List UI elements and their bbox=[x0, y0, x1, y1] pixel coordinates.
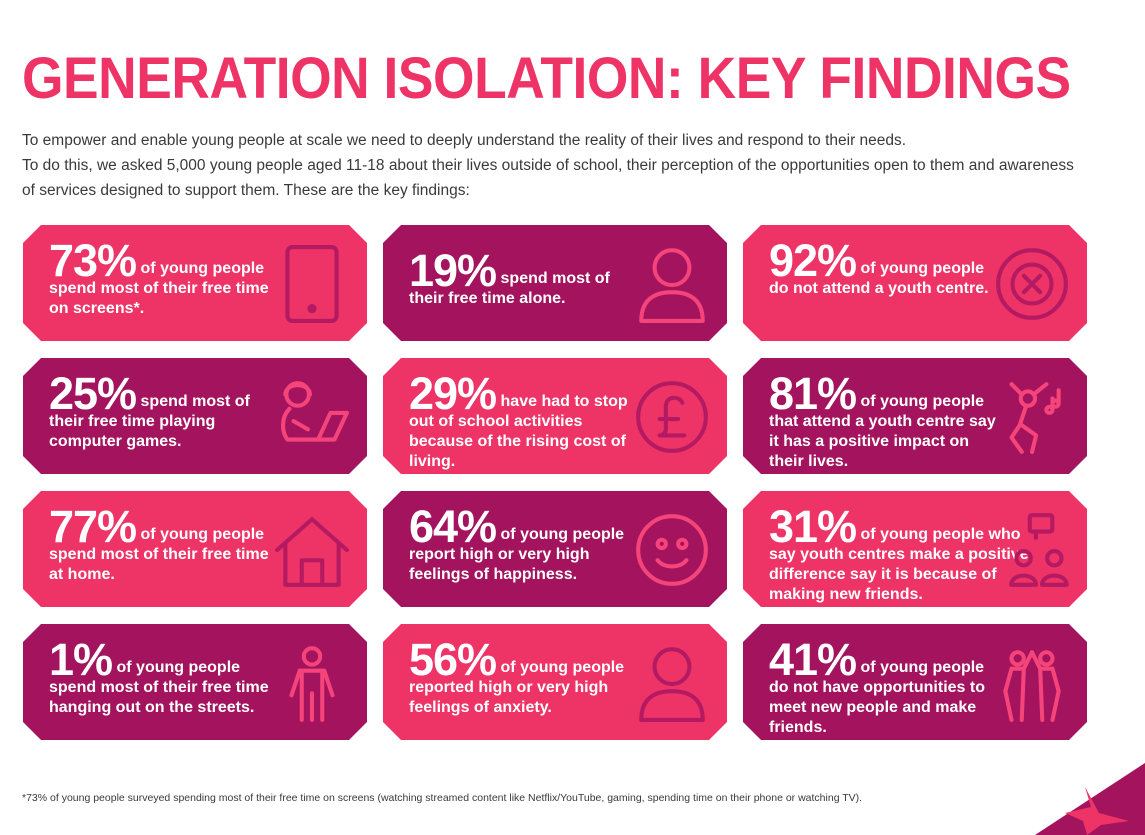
finding-text: 29% have had to stop out of school activ… bbox=[409, 376, 647, 472]
finding-description: of young people spend most of their free… bbox=[49, 526, 269, 583]
finding-description: of young people spend most of their free… bbox=[49, 659, 269, 716]
intro-line-1: To empower and enable young people at sc… bbox=[22, 132, 907, 149]
tablet-icon bbox=[271, 243, 353, 325]
finding-card-positive-impact: 81% of young people that attend a youth … bbox=[743, 358, 1087, 474]
pound-icon bbox=[631, 376, 713, 458]
person-icon bbox=[631, 642, 713, 724]
corner-star-logo bbox=[1035, 763, 1145, 835]
finding-description: spend most of their free time playing co… bbox=[49, 393, 250, 450]
finding-description: of young people do not attend a youth ce… bbox=[769, 260, 989, 297]
finding-percent: 19% bbox=[409, 245, 497, 296]
finding-text: 19% spend most of their free time alone. bbox=[409, 253, 647, 309]
smiley-icon bbox=[631, 509, 713, 591]
finding-text: 92% of young people do not attend a yout… bbox=[769, 243, 1007, 299]
finding-text: 81% of young people that attend a youth … bbox=[769, 376, 1007, 472]
finding-description: of young people reported high or very hi… bbox=[409, 659, 625, 716]
finding-text: 64% of young people report high or very … bbox=[409, 509, 647, 585]
finding-card-cost-of-living: 29% have had to stop out of school activ… bbox=[383, 358, 727, 474]
finding-description: of young people report high or very high… bbox=[409, 526, 625, 583]
finding-description: of young people that attend a youth cent… bbox=[769, 393, 996, 470]
finding-percent: 31% bbox=[769, 501, 857, 552]
finding-card-games: 25% spend most of their free time playin… bbox=[23, 358, 367, 474]
finding-card-screens: 73% of young people spend most of their … bbox=[23, 225, 367, 341]
finding-card-anxiety: 56% of young people reported high or ver… bbox=[383, 624, 727, 740]
finding-percent: 64% bbox=[409, 501, 497, 552]
finding-percent: 41% bbox=[769, 634, 857, 685]
finding-description: have had to stop out of school activitie… bbox=[409, 393, 628, 470]
finding-percent: 81% bbox=[769, 368, 857, 419]
finding-card-meet-people: 41% of young people do not have opportun… bbox=[743, 624, 1087, 740]
finding-text: 31% of young people who say youth centre… bbox=[769, 509, 1029, 605]
dancer-icon bbox=[991, 376, 1073, 458]
finding-card-streets: 1% of young people spend most of their f… bbox=[23, 624, 367, 740]
finding-card-home: 77% of young people spend most of their … bbox=[23, 491, 367, 607]
standing-person-icon bbox=[271, 642, 353, 724]
finding-percent: 25% bbox=[49, 368, 137, 419]
intro: To empower and enable young people at sc… bbox=[22, 128, 1082, 203]
finding-percent: 29% bbox=[409, 368, 497, 419]
finding-text: 56% of young people reported high or ver… bbox=[409, 642, 647, 718]
finding-percent: 56% bbox=[409, 634, 497, 685]
gamer-icon bbox=[271, 376, 353, 458]
finding-percent: 73% bbox=[49, 235, 137, 286]
finding-card-alone: 19% spend most of their free time alone. bbox=[383, 225, 727, 341]
finding-text: 73% of young people spend most of their … bbox=[49, 243, 287, 319]
finding-card-youth-centre: 92% of young people do not attend a yout… bbox=[743, 225, 1087, 341]
finding-text: 41% of young people do not have opportun… bbox=[769, 642, 1007, 738]
friends-chat-icon bbox=[999, 509, 1081, 591]
person-icon bbox=[631, 243, 713, 325]
finding-percent: 1% bbox=[49, 634, 113, 685]
finding-percent: 92% bbox=[769, 235, 857, 286]
finding-card-new-friends: 31% of young people who say youth centre… bbox=[743, 491, 1087, 607]
finding-description: of young people who say youth centres ma… bbox=[769, 526, 1029, 603]
high-five-icon bbox=[991, 642, 1073, 724]
intro-line-2: To do this, we asked 5,000 young people … bbox=[22, 157, 1074, 199]
finding-description: spend most of their free time alone. bbox=[409, 270, 610, 307]
finding-text: 1% of young people spend most of their f… bbox=[49, 642, 287, 718]
footnote: *73% of young people surveyed spending m… bbox=[22, 792, 863, 804]
finding-description: of young people spend most of their free… bbox=[49, 260, 269, 317]
finding-text: 25% spend most of their free time playin… bbox=[49, 376, 287, 452]
house-icon bbox=[271, 509, 353, 591]
x-circle-icon bbox=[991, 243, 1073, 325]
finding-description: of young people do not have opportunitie… bbox=[769, 659, 985, 736]
finding-card-happiness: 64% of young people report high or very … bbox=[383, 491, 727, 607]
finding-percent: 77% bbox=[49, 501, 137, 552]
finding-text: 77% of young people spend most of their … bbox=[49, 509, 287, 585]
page-title: GENERATION ISOLATION: KEY FINDINGS bbox=[22, 46, 1071, 111]
